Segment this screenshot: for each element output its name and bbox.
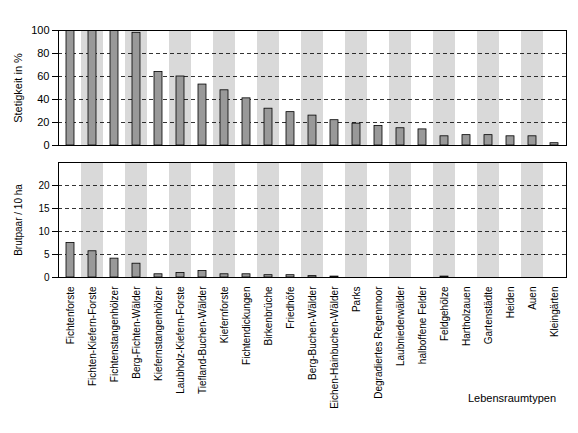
svg-text:Stetigkeit in %: Stetigkeit in % [12, 53, 24, 123]
svg-text:Gartenstädte: Gartenstädte [483, 286, 494, 344]
svg-text:Berg-Buchen-Wälder: Berg-Buchen-Wälder [307, 286, 318, 380]
svg-text:60: 60 [37, 70, 49, 82]
html-text:Lebensraumtypen: Lebensraumtypen [467, 392, 556, 404]
svg-text:5: 5 [44, 249, 50, 260]
svg-text:Feldgehölze: Feldgehölze [439, 286, 450, 341]
svg-text:Fichtendickungen: Fichtendickungen [241, 287, 252, 365]
svg-text:Degradiertes Regenmoor: Degradiertes Regenmoor [373, 286, 384, 399]
svg-text:Auen: Auen [527, 287, 538, 310]
svg-text:0: 0 [43, 139, 49, 150]
svg-text:Berg-Fichten-Wälder: Berg-Fichten-Wälder [131, 286, 142, 379]
svg-text:Heiden: Heiden [505, 287, 516, 319]
svg-text:Kleingärten: Kleingärten [549, 287, 560, 338]
svg-text:100: 100 [31, 24, 49, 36]
svg-text:Laubholz-Kiefern-Forste: Laubholz-Kiefern-Forste [175, 286, 186, 394]
svg-text:Parks: Parks [351, 287, 362, 313]
svg-text:Tiefland-Buchen-Wälder: Tiefland-Buchen-Wälder [197, 286, 208, 394]
svg-text:Hartholzauen: Hartholzauen [461, 287, 472, 346]
svg-text:80: 80 [37, 47, 49, 59]
svg-text:Kiefernstangenhölzer: Kiefernstangenhölzer [153, 286, 164, 381]
svg-text:Brutpaar / 10 ha: Brutpaar / 10 ha [13, 184, 24, 256]
svg-text:15: 15 [38, 203, 50, 214]
svg-text:Laubniederwälder: Laubniederwälder [395, 286, 406, 366]
svg-text:20: 20 [38, 180, 50, 191]
svg-text:10: 10 [38, 226, 50, 237]
svg-text:Birkenbrüche: Birkenbrüche [263, 286, 274, 345]
svg-text:40: 40 [37, 93, 49, 105]
svg-text:halboffene Felder: halboffene Felder [417, 286, 428, 364]
svg-text:Fichten-Kiefern-Forste: Fichten-Kiefern-Forste [87, 286, 98, 386]
svg-text:Fichtenforste: Fichtenforste [65, 286, 76, 344]
svg-text:Kiefernforste: Kiefernforste [219, 286, 230, 343]
svg-text:Friedhöfe: Friedhöfe [285, 286, 296, 329]
svg-text:0: 0 [44, 272, 50, 283]
svg-text:Fichtenstangenhölzer: Fichtenstangenhölzer [109, 286, 120, 382]
svg-text:Eichen-Hainbuchen-Wälder: Eichen-Hainbuchen-Wälder [329, 286, 340, 409]
svg-text:20: 20 [37, 116, 49, 128]
